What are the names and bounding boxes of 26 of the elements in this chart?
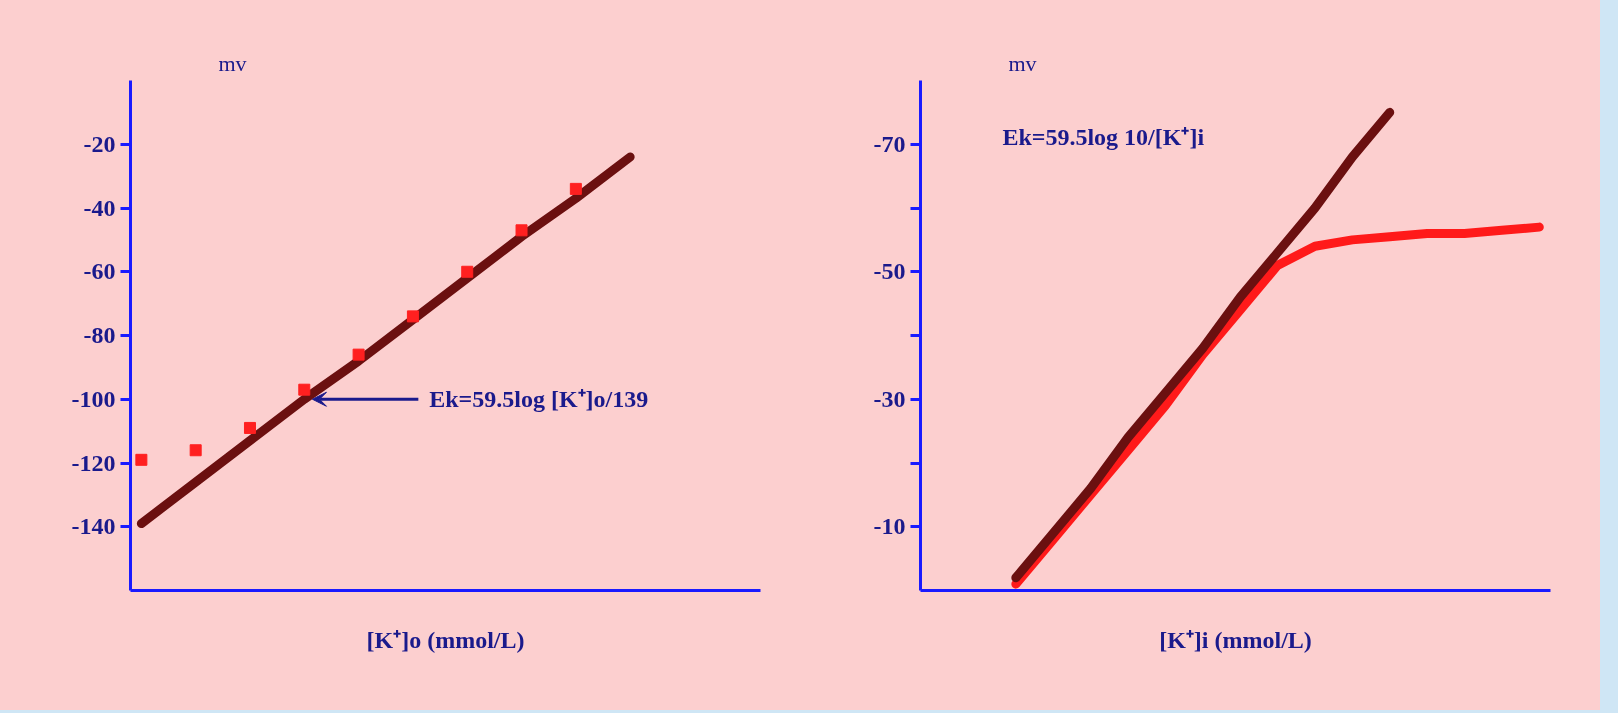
x-axis-title: [K⁺]o (mmol/L) xyxy=(366,626,525,653)
y-tick-label: -50 xyxy=(873,258,906,285)
point xyxy=(135,453,148,466)
point xyxy=(406,310,419,323)
y-tick-label: -100 xyxy=(71,385,116,412)
point xyxy=(298,383,311,396)
y-tick-label: -70 xyxy=(873,130,906,157)
y-tick-label: -20 xyxy=(83,130,116,157)
point xyxy=(352,348,365,361)
y-tick-label: -10 xyxy=(873,513,906,540)
y-tick-label: -30 xyxy=(873,385,906,412)
y-tick-label: -120 xyxy=(71,449,116,476)
point xyxy=(569,182,582,195)
y-tick-label: -80 xyxy=(83,322,116,348)
point xyxy=(243,421,256,434)
y-axis-title: mv xyxy=(218,50,247,76)
point xyxy=(515,224,528,237)
annotation: Ek=59.5log 10/[K⁺]i xyxy=(1002,123,1205,150)
y-tick-label: -40 xyxy=(83,194,116,221)
y-axis-title: mv xyxy=(1008,50,1037,76)
y-tick-label: -60 xyxy=(83,258,116,285)
point xyxy=(189,444,202,457)
y-tick-label: -140 xyxy=(71,513,116,540)
x-axis-title: [K⁺]i (mmol/L) xyxy=(1159,626,1312,653)
point xyxy=(461,265,474,278)
annotation: Ek=59.5log [K⁺]o/139 xyxy=(429,386,649,413)
